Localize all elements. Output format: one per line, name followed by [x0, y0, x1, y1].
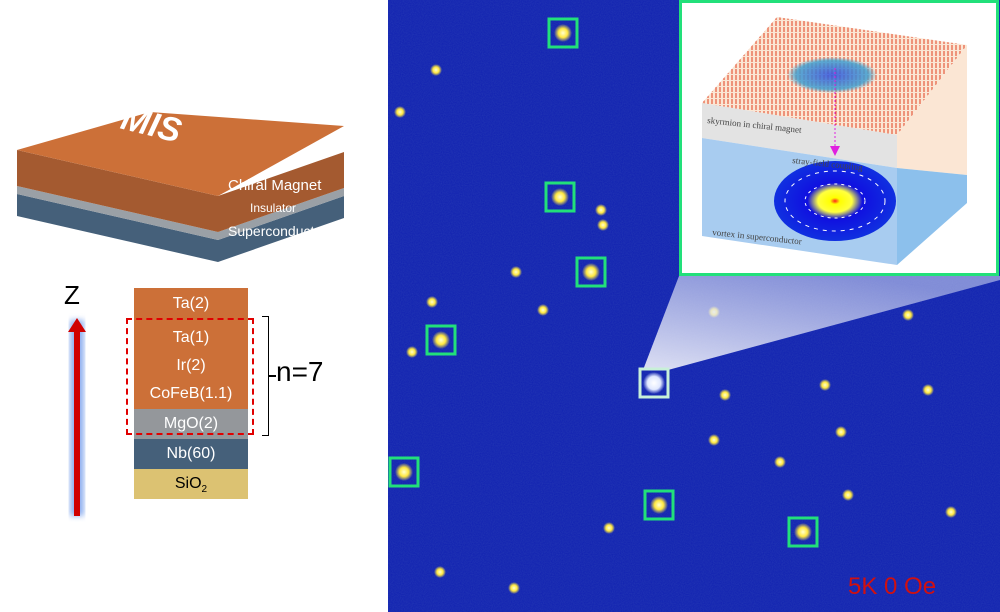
repeat-count-label: n=7 [276, 356, 324, 387]
layer-repeat-metal: Ta(1) Ir(2) CoFeB(1.1) [134, 319, 248, 409]
inset-panel: skyrmion in chiral magnet stray-field co… [679, 0, 999, 276]
vortex-spot [394, 106, 406, 118]
vortex-spot [708, 434, 720, 446]
condition-label: 5K 0 Oe [848, 573, 936, 600]
vortex-spot [922, 384, 934, 396]
vortex-highlight-box [425, 324, 457, 356]
layer-cofeb: CoFeB(1.1) [149, 385, 233, 402]
superconductor-label: Superconductor [228, 223, 327, 239]
vortex-highlight-box [638, 367, 670, 399]
vortex-spot [510, 266, 522, 278]
layer-nb: Nb(60) [134, 439, 248, 469]
vortex-spot [650, 496, 668, 514]
vortex-spot [794, 523, 812, 541]
vortex-spot [432, 331, 450, 349]
mis-device-illustration: MIS Chiral Magnet Insulator Superconduct… [17, 99, 344, 262]
vortex-spot [554, 24, 572, 42]
repeat-unit-outline [126, 318, 254, 435]
vortex-spot [508, 582, 520, 594]
vortex-highlight-box [575, 256, 607, 288]
vortex-spot [603, 522, 615, 534]
layer-ta1: Ta(1) [172, 329, 210, 346]
skyrmion-vortex-schematic: skyrmion in chiral magnet stray-field co… [702, 17, 967, 265]
vortex-spot [582, 263, 600, 281]
vortex-spot [537, 304, 549, 316]
vortex-spot [395, 463, 413, 481]
chiral-magnet-label: Chiral Magnet [228, 177, 322, 194]
layer-ta2: Ta(2) [134, 288, 248, 319]
layer-ir2: Ir(2) [176, 357, 206, 374]
vortex-spot [774, 456, 786, 468]
vortex-spot [819, 379, 831, 391]
vortex-spot [595, 204, 607, 216]
superconductor-layer [17, 194, 344, 262]
vortex-spot [426, 296, 438, 308]
insulator-label: Insulator [250, 201, 296, 215]
vortex-spot [719, 389, 731, 401]
chiral-magnet-top [17, 112, 344, 196]
vortex-spot [835, 426, 847, 438]
vortex-highlight-box [544, 181, 576, 213]
vortex-spot [945, 506, 957, 518]
insulator-layer [17, 186, 344, 240]
vortex-highlight-box [643, 489, 675, 521]
layer-sio2: SiO2 [134, 469, 248, 499]
vortex-spot [406, 346, 418, 358]
vortex-spot [597, 219, 609, 231]
chiral-magnet-side [17, 150, 344, 232]
vortex-spot [643, 372, 665, 394]
vortex-spot [434, 566, 446, 578]
vortex-highlight-box [787, 516, 819, 548]
vortex-spot [551, 188, 569, 206]
z-axis-label: Z [64, 280, 80, 310]
z-axis-arrow-icon [68, 318, 86, 516]
vortex-highlight-box [547, 17, 579, 49]
vortex-highlight-box [388, 456, 420, 488]
vortex-spot [902, 309, 914, 321]
vortex-spot [430, 64, 442, 76]
zoom-projection [643, 276, 1000, 370]
vortex-spot [842, 489, 854, 501]
